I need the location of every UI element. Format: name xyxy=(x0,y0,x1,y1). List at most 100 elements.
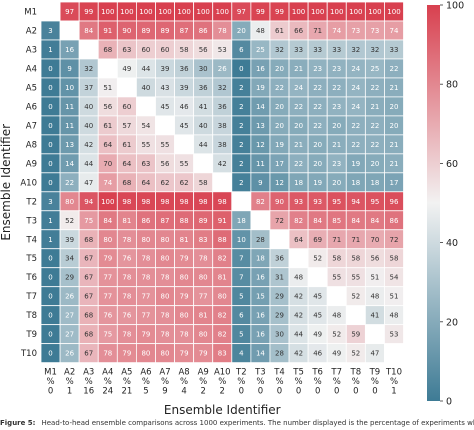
cell-value-label: 16 xyxy=(65,46,74,54)
cell-value-label: 79 xyxy=(180,350,189,358)
cell-value-label: 80 xyxy=(180,312,189,320)
x-tick-label: A10 xyxy=(214,368,231,378)
cell-value-label: 44 xyxy=(84,160,93,168)
heatmap-cell xyxy=(288,248,309,269)
cell-value-label: 32 xyxy=(351,46,360,54)
cell-value-label: 76 xyxy=(122,312,131,320)
cell-value-label: 20 xyxy=(370,160,379,168)
cell-value-label: 20 xyxy=(275,122,284,130)
cell-value-label: 84 xyxy=(351,217,360,225)
cell-value-label: 71 xyxy=(313,27,322,35)
cell-value-label: 17 xyxy=(390,179,399,187)
x-tick-percent: % xyxy=(218,377,226,387)
cell-value-label: 55 xyxy=(141,141,150,149)
cell-value-label: 24 xyxy=(351,103,360,111)
x-tick-percent: % xyxy=(123,377,131,387)
cell-value-label: 13 xyxy=(65,141,74,149)
cell-value-label: 68 xyxy=(103,46,112,54)
cell-value-label: 24 xyxy=(294,84,303,92)
cell-value-label: 73 xyxy=(370,27,379,35)
x-tick-sublabel: 5 xyxy=(143,387,148,397)
heatmap-cell xyxy=(135,96,156,117)
cell-value-label: 23 xyxy=(332,160,341,168)
cell-value-label: 5 xyxy=(239,293,243,301)
cell-value-label: 20 xyxy=(313,160,322,168)
x-tick-percent: % xyxy=(390,377,398,387)
cell-value-label: 63 xyxy=(122,46,131,54)
cell-value-label: 100 xyxy=(139,8,152,16)
cell-value-label: 16 xyxy=(256,274,265,282)
cell-value-label: 22 xyxy=(370,84,379,92)
cell-value-label: 51 xyxy=(390,293,399,301)
cell-value-label: 19 xyxy=(313,179,322,187)
cell-value-label: 77 xyxy=(103,274,112,282)
cell-value-label: 53 xyxy=(390,331,399,339)
heatmap-cell xyxy=(193,153,214,174)
cell-value-label: 29 xyxy=(275,293,284,301)
cell-value-label: 52 xyxy=(65,217,74,225)
colorbar-ticks: 0 20 40 60 80 100 xyxy=(440,1,464,408)
cell-value-label: 48 xyxy=(256,27,265,35)
cell-value-label: 36 xyxy=(218,103,227,111)
cell-value-label: 22 xyxy=(313,84,322,92)
x-tick-sublabel: 0 xyxy=(48,387,53,397)
cell-value-label: 52 xyxy=(351,350,360,358)
cell-value-label: 33 xyxy=(390,46,399,54)
cell-value-label: 6 xyxy=(239,312,244,320)
cell-value-label: 48 xyxy=(390,312,399,320)
cell-value-label: 22 xyxy=(332,84,341,92)
cell-value-label: 22 xyxy=(370,141,379,149)
cell-value-label: 1 xyxy=(48,236,52,244)
cell-value-label: 94 xyxy=(351,198,360,206)
cell-value-label: 11 xyxy=(65,103,74,111)
x-tick-sublabel: 21 xyxy=(121,387,132,397)
y-tick-label: A3 xyxy=(26,45,37,55)
cell-value-label: 75 xyxy=(103,331,112,339)
cell-value-label: 16 xyxy=(256,65,265,73)
y-tick-label: A2 xyxy=(26,26,37,36)
cell-value-label: 68 xyxy=(84,236,93,244)
cell-value-label: 42 xyxy=(294,350,303,358)
cell-value-label: 56 xyxy=(161,160,170,168)
cell-value-label: 32 xyxy=(84,65,93,73)
cell-value-label: 86 xyxy=(141,217,150,225)
cell-value-label: 29 xyxy=(65,274,74,282)
cell-value-label: 98 xyxy=(180,198,189,206)
y-tick-label: T10 xyxy=(20,349,37,359)
cell-value-label: 43 xyxy=(161,84,170,92)
cell-value-label: 20 xyxy=(390,103,399,111)
cell-value-label: 78 xyxy=(122,293,131,301)
x-tick-label: T4 xyxy=(273,368,285,378)
cell-value-label: 46 xyxy=(313,350,322,358)
cell-value-label: 64 xyxy=(141,179,150,187)
cell-value-label: 84 xyxy=(84,27,93,35)
cell-value-label: 90 xyxy=(122,27,131,35)
cell-value-label: 85 xyxy=(332,217,341,225)
x-tick-percent: % xyxy=(47,377,55,387)
cell-value-label: 99 xyxy=(84,8,93,16)
cell-value-label: 68 xyxy=(84,331,93,339)
cell-value-label: 26 xyxy=(65,350,74,358)
cell-value-label: 86 xyxy=(390,217,399,225)
y-tick-label: T6 xyxy=(25,273,37,283)
cell-value-label: 52 xyxy=(332,331,341,339)
cell-value-label: 80 xyxy=(161,293,170,301)
cell-value-label: 58 xyxy=(351,255,360,263)
heatmap-cell xyxy=(269,229,290,250)
cell-value-label: 100 xyxy=(120,8,133,16)
cell-value-label: 62 xyxy=(161,179,170,187)
cell-value-label: 25 xyxy=(256,46,265,54)
cell-value-label: 22 xyxy=(370,122,379,130)
cell-value-label: 45 xyxy=(313,312,322,320)
y-tick-label: M1 xyxy=(24,7,37,17)
x-tick-label: A9 xyxy=(198,368,209,378)
cell-value-label: 2 xyxy=(239,122,243,130)
cell-value-label: 79 xyxy=(180,255,189,263)
cell-value-label: 33 xyxy=(313,46,322,54)
cell-value-label: 26 xyxy=(65,293,74,301)
cell-value-label: 7 xyxy=(239,274,243,282)
cell-value-label: 2 xyxy=(239,179,243,187)
x-tick-label: T8 xyxy=(350,368,362,378)
x-tick-sublabel: 9 xyxy=(162,387,167,397)
cell-value-label: 90 xyxy=(275,198,284,206)
